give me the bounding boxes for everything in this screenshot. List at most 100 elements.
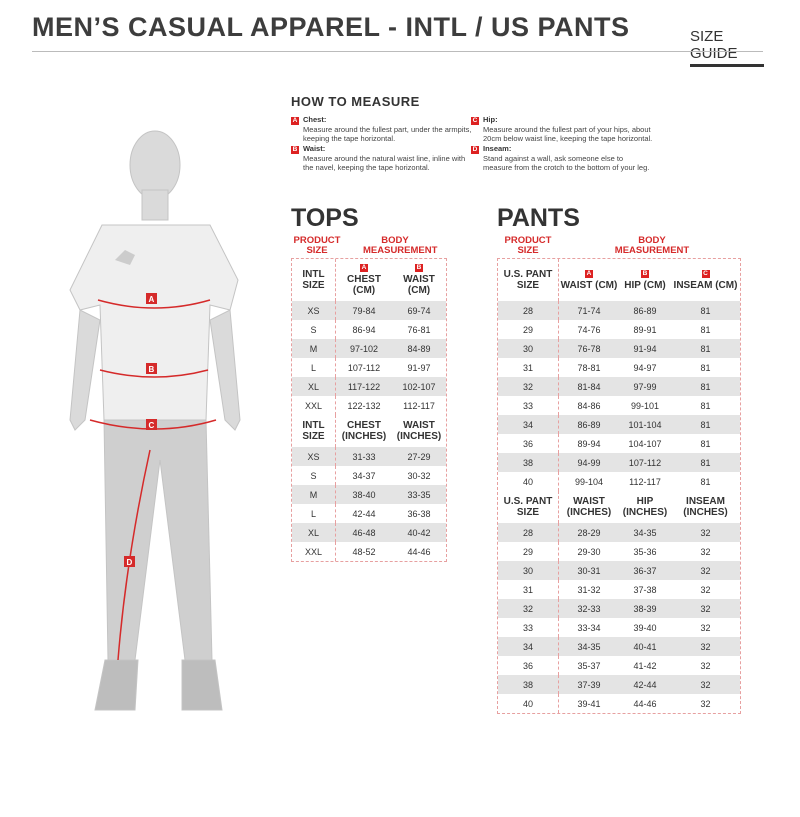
table-cell: 33 (498, 618, 559, 637)
column-header: WAIST (CM) (560, 279, 618, 291)
header-cell: A WAIST (CM) (559, 269, 619, 291)
table-cell: 74-76 (577, 324, 601, 335)
table-row: 40 39-41 44-46 32 (498, 694, 740, 713)
figure-label-a: A (149, 295, 155, 304)
table-row: 38 94-99 107-112 81 (498, 453, 740, 472)
table-cell: 40 (498, 472, 559, 491)
table-cell: 81 (700, 457, 711, 468)
table-cell: 28 (498, 523, 559, 542)
table-cell: 34 (498, 415, 559, 434)
header-cell: B HIP (CM) (619, 269, 671, 291)
column-header: U.S. PANT SIZE (503, 269, 553, 291)
table-row: S 34-37 30-32 (292, 466, 446, 485)
table-row: XS 79-84 69-74 (292, 301, 446, 320)
table-cell: 32 (700, 622, 711, 633)
table-cell: 32 (700, 527, 711, 538)
table-row: 30 30-31 36-37 32 (498, 561, 740, 580)
table-cell: 32 (700, 698, 711, 709)
table-cell: 32 (700, 641, 711, 652)
table-cell: 81 (700, 324, 711, 335)
measure-notes-right: C Hip: Measure around the fullest part of … (471, 115, 653, 172)
table-row: 30 76-78 91-94 81 (498, 339, 740, 358)
table-row: 28 28-29 34-35 32 (498, 523, 740, 542)
table-row: 34 34-35 40-41 32 (498, 637, 740, 656)
table-cell: 122-132 (347, 400, 381, 411)
table-cell: 32-33 (577, 603, 601, 614)
table-cell: 38 (498, 675, 559, 694)
table-cell: 36 (498, 434, 559, 453)
table-cell: 32 (700, 546, 711, 557)
table-cell: 97-102 (349, 343, 379, 354)
figure-label-c: C (149, 421, 155, 430)
tops-title: TOPS (291, 204, 359, 232)
table-cell: 38-40 (352, 489, 376, 500)
table-cell: 81-84 (577, 381, 601, 392)
table-cell: 97-99 (633, 381, 657, 392)
table-cell: 48-52 (352, 546, 376, 557)
header-cell: CHEST (INCHES) (336, 420, 392, 442)
pants-header-in: U.S. PANT SIZE WAIST (INCHES) HIP (INCHES)… (498, 491, 740, 523)
table-cell: 31 (498, 580, 559, 599)
table-cell: 39-40 (633, 622, 657, 633)
figure-label-b: B (149, 365, 155, 374)
table-cell: 84-86 (577, 400, 601, 411)
tops-body-measurement: BODY MEASUREMENT (363, 235, 438, 256)
waist-line (99, 369, 209, 378)
letter-badge: C (471, 117, 479, 125)
table-row: 31 78-81 94-97 81 (498, 358, 740, 377)
header-cell: A CHEST (CM) (336, 264, 392, 296)
table-cell: 38-39 (633, 603, 657, 614)
size-guide-label: SIZE GUIDE (690, 28, 764, 67)
table-cell: 99-101 (630, 400, 660, 411)
table-cell: 32 (700, 565, 711, 576)
table-row: 28 71-74 86-89 81 (498, 301, 740, 320)
letter-badge: B (415, 264, 423, 272)
figure-label-d: D (127, 558, 133, 567)
table-row: L 107-112 91-97 (292, 358, 446, 377)
table-cell: 31 (498, 358, 559, 377)
pants-table: U.S. PANT SIZE A WAIST (CM) B HIP (CM) C INSEA… (497, 258, 741, 714)
table-cell: 91-97 (407, 362, 431, 373)
table-cell: 33 (498, 396, 559, 415)
table-cell: 42-44 (352, 508, 376, 519)
table-cell: 30-31 (577, 565, 601, 576)
header-cell: C INSEAM (CM) (671, 269, 740, 291)
table-cell: 76-78 (577, 343, 601, 354)
table-cell: 81 (700, 419, 711, 430)
measure-note-waist: B Waist: Measure around the natural waist … (291, 144, 473, 172)
table-cell: 32 (498, 599, 559, 618)
table-cell: 32 (700, 679, 711, 690)
table-cell: 107-112 (347, 362, 381, 373)
table-cell: 28-29 (577, 527, 601, 538)
logo-icon (115, 250, 135, 265)
page-title: MEN’S CASUAL APPAREL - INTL / US PANTS (32, 12, 630, 42)
letter-badge: B (641, 269, 649, 278)
table-cell: 32 (700, 584, 711, 595)
letter-badge: A (360, 264, 368, 272)
column-header: CHEST (INCHES) (341, 420, 387, 442)
table-cell: 33-34 (577, 622, 601, 633)
table-cell: 84-89 (407, 343, 431, 354)
table-row: 40 99-104 112-117 81 (498, 472, 740, 491)
table-row: 32 81-84 97-99 81 (498, 377, 740, 396)
column-header: CHEST (CM) (347, 274, 381, 296)
table-cell: 81 (700, 305, 711, 316)
measure-note-chest: A Chest: Measure around the fullest part, … (291, 115, 473, 143)
note-text: Measure around the fullest part, under t… (303, 125, 472, 143)
letter-badge: C (701, 269, 710, 278)
table-cell: 94-97 (633, 362, 657, 373)
table-row: 34 86-89 101-104 81 (498, 415, 740, 434)
tops-header-cm: INTL SIZE A CHEST (CM) B WAIST (CM) (292, 259, 446, 301)
table-row: 29 29-30 35-36 32 (498, 542, 740, 561)
table-cell: 36-38 (407, 508, 431, 519)
header-cell: WAIST (INCHES) (392, 420, 446, 442)
column-header: INTL SIZE (302, 269, 325, 291)
table-cell: 29 (498, 542, 559, 561)
table-row: XXL 122-132 112-117 (292, 396, 446, 415)
table-cell: XXL (292, 542, 336, 561)
table-cell: 40 (498, 694, 559, 713)
table-cell: 117-122 (347, 381, 381, 392)
table-cell: 34-37 (352, 470, 376, 481)
table-cell: 31-33 (352, 451, 376, 462)
table-row: M 38-40 33-35 (292, 485, 446, 504)
